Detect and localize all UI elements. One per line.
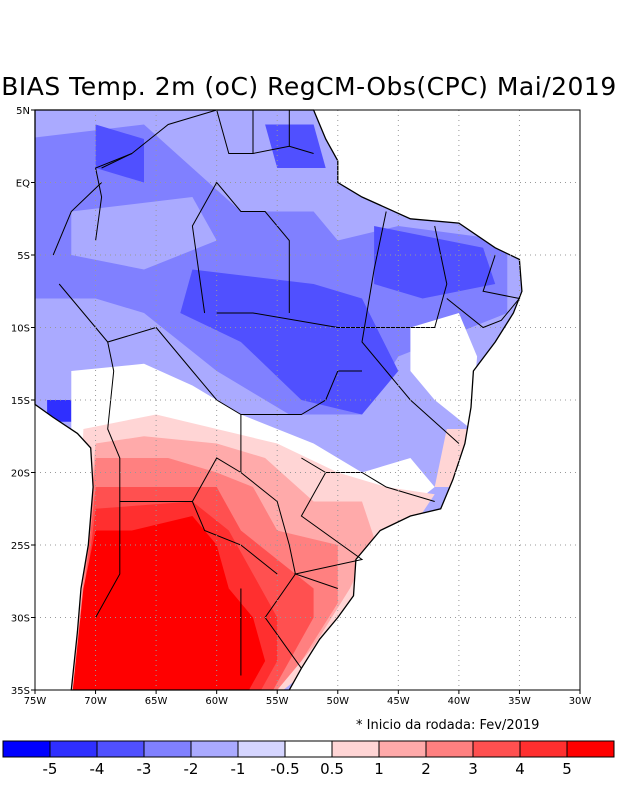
country-borders — [34, 109, 523, 691]
lat-label-5N: 5N — [16, 106, 30, 117]
colorbar-label: -4 — [89, 760, 105, 778]
colorbar-label: 3 — [468, 760, 478, 778]
run-start-note: * Inicio da rodada: Fev/2019 — [356, 718, 540, 733]
grid-lines — [35, 110, 580, 690]
lat-label-10S: 10S — [11, 324, 30, 335]
border-line-4 — [191, 501, 278, 575]
colorbar-label: 4 — [515, 760, 525, 778]
axis-ticks: 75W 70W 65W 60W 55W 50W 45W 40W 35W 30W 5N EQ 5S 10S 1… — [11, 106, 591, 707]
colorbar-swatch-11 — [519, 740, 568, 758]
lon-label-30W: 30W — [569, 696, 592, 707]
colorbar-label: 2 — [421, 760, 431, 778]
colorbar-label: 1 — [374, 760, 384, 778]
colorbar — [2, 740, 615, 758]
lon-label-65W: 65W — [145, 696, 168, 707]
colorbar-label: -0.5 — [270, 760, 300, 778]
colorbar-label: 5 — [562, 760, 572, 778]
lon-label-45W: 45W — [387, 696, 410, 707]
bias-contour-1 — [35, 124, 508, 415]
lon-label-55W: 55W — [266, 696, 289, 707]
bias-contour-5 — [374, 226, 496, 299]
border-line-16 — [301, 457, 435, 502]
colorbar-label: -2 — [183, 760, 199, 778]
map-title: BIAS Temp. 2m (oC) RegCM-Obs(CPC) Mai/20… — [1, 72, 617, 101]
lon-label-75W: 75W — [24, 696, 47, 707]
colorbar-swatch-1 — [49, 740, 98, 758]
colorbar-swatch-12 — [566, 740, 615, 758]
border-line-17 — [293, 472, 364, 589]
border-line-5 — [95, 501, 121, 618]
bias-contour-3 — [95, 124, 144, 183]
lon-label-35W: 35W — [508, 696, 531, 707]
colorbar-swatch-10 — [472, 740, 521, 758]
colorbar-swatch-3 — [143, 740, 192, 758]
border-line-0 — [101, 109, 217, 169]
border-line-12 — [191, 181, 290, 314]
border-line-13 — [361, 211, 460, 444]
lon-label-60W: 60W — [205, 696, 228, 707]
lat-label-15S: 15S — [11, 396, 30, 407]
colorbar-label: -3 — [136, 760, 152, 778]
coastline — [34, 109, 523, 691]
colorbar-swatch-8 — [378, 740, 427, 758]
colorbar-swatch-5 — [237, 740, 286, 758]
colorbar-swatch-4 — [190, 740, 239, 758]
border-line-15 — [446, 254, 521, 329]
colorbar-swatch-7 — [331, 740, 380, 758]
colorbar-swatch-9 — [425, 740, 474, 758]
temperature-bias-field — [35, 110, 522, 690]
bias-contour-7 — [47, 400, 72, 422]
lat-label-30S: 30S — [11, 614, 30, 625]
lon-label-70W: 70W — [84, 696, 107, 707]
colorbar-label: -5 — [42, 760, 58, 778]
bias-contour-2 — [71, 197, 217, 270]
lat-label-20S: 20S — [11, 469, 30, 480]
bias-contour-4 — [180, 269, 399, 415]
lat-label-5S: 5S — [17, 251, 30, 262]
colorbar-label: 0.5 — [320, 760, 344, 778]
lon-label-40W: 40W — [448, 696, 471, 707]
lat-label-EQ: EQ — [16, 179, 30, 190]
border-line-11 — [216, 312, 387, 328]
lon-label-50W: 50W — [326, 696, 349, 707]
bias-contour-6 — [265, 124, 326, 168]
colorbar-swatch-2 — [96, 740, 145, 758]
lat-label-25S: 25S — [11, 541, 30, 552]
border-line-1 — [95, 153, 133, 241]
colorbar-swatch-6 — [284, 740, 333, 758]
border-line-7 — [52, 182, 102, 256]
colorbar-swatch-0 — [2, 740, 51, 758]
lat-label-35S: 35S — [11, 686, 30, 697]
colorbar-label: -1 — [230, 760, 246, 778]
